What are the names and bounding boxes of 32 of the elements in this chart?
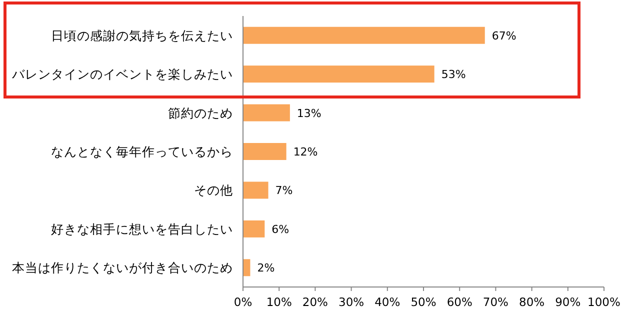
- bar: [243, 104, 290, 122]
- y-tick-label: 節約のため: [168, 105, 233, 120]
- y-tick-label: 本当は作りたくないが付き合いのため: [12, 260, 233, 276]
- x-tick-label: 60%: [446, 295, 472, 309]
- y-tick-label: なんとなく毎年作っているから: [51, 144, 233, 159]
- y-tick-label: その他: [194, 182, 233, 198]
- data-label: 53%: [441, 68, 466, 82]
- bar: [243, 66, 434, 83]
- x-tick-label: 80%: [519, 295, 545, 309]
- data-label: 2%: [257, 262, 275, 275]
- bar: [243, 26, 485, 44]
- data-label: 67%: [492, 29, 516, 42]
- x-tick-label: 100%: [588, 295, 621, 309]
- x-tick-label: 30%: [338, 295, 364, 309]
- bar: [243, 143, 286, 160]
- data-label: 13%: [296, 106, 322, 120]
- data-label: 6%: [272, 222, 290, 236]
- x-tick-label: 40%: [374, 295, 400, 309]
- data-label: 7%: [275, 184, 293, 198]
- bar: [243, 182, 268, 199]
- x-tick-label: 10%: [266, 295, 292, 309]
- x-tick-label: 90%: [555, 295, 581, 309]
- x-tick-label: 50%: [410, 295, 436, 309]
- bar: [243, 259, 250, 276]
- x-tick-label: 70%: [482, 295, 509, 309]
- bar: [243, 220, 265, 238]
- x-tick-label: 20%: [302, 295, 328, 309]
- y-tick-label: 好きな相手に想いを告白したい: [51, 221, 233, 236]
- x-tick-label: 0%: [234, 295, 252, 309]
- y-tick-label: バレンタインのイベントを楽しみたい: [11, 66, 233, 82]
- data-label: 12%: [293, 146, 318, 158]
- y-tick-label: 日頃の感謝の気持ちを伝えたい: [51, 28, 233, 43]
